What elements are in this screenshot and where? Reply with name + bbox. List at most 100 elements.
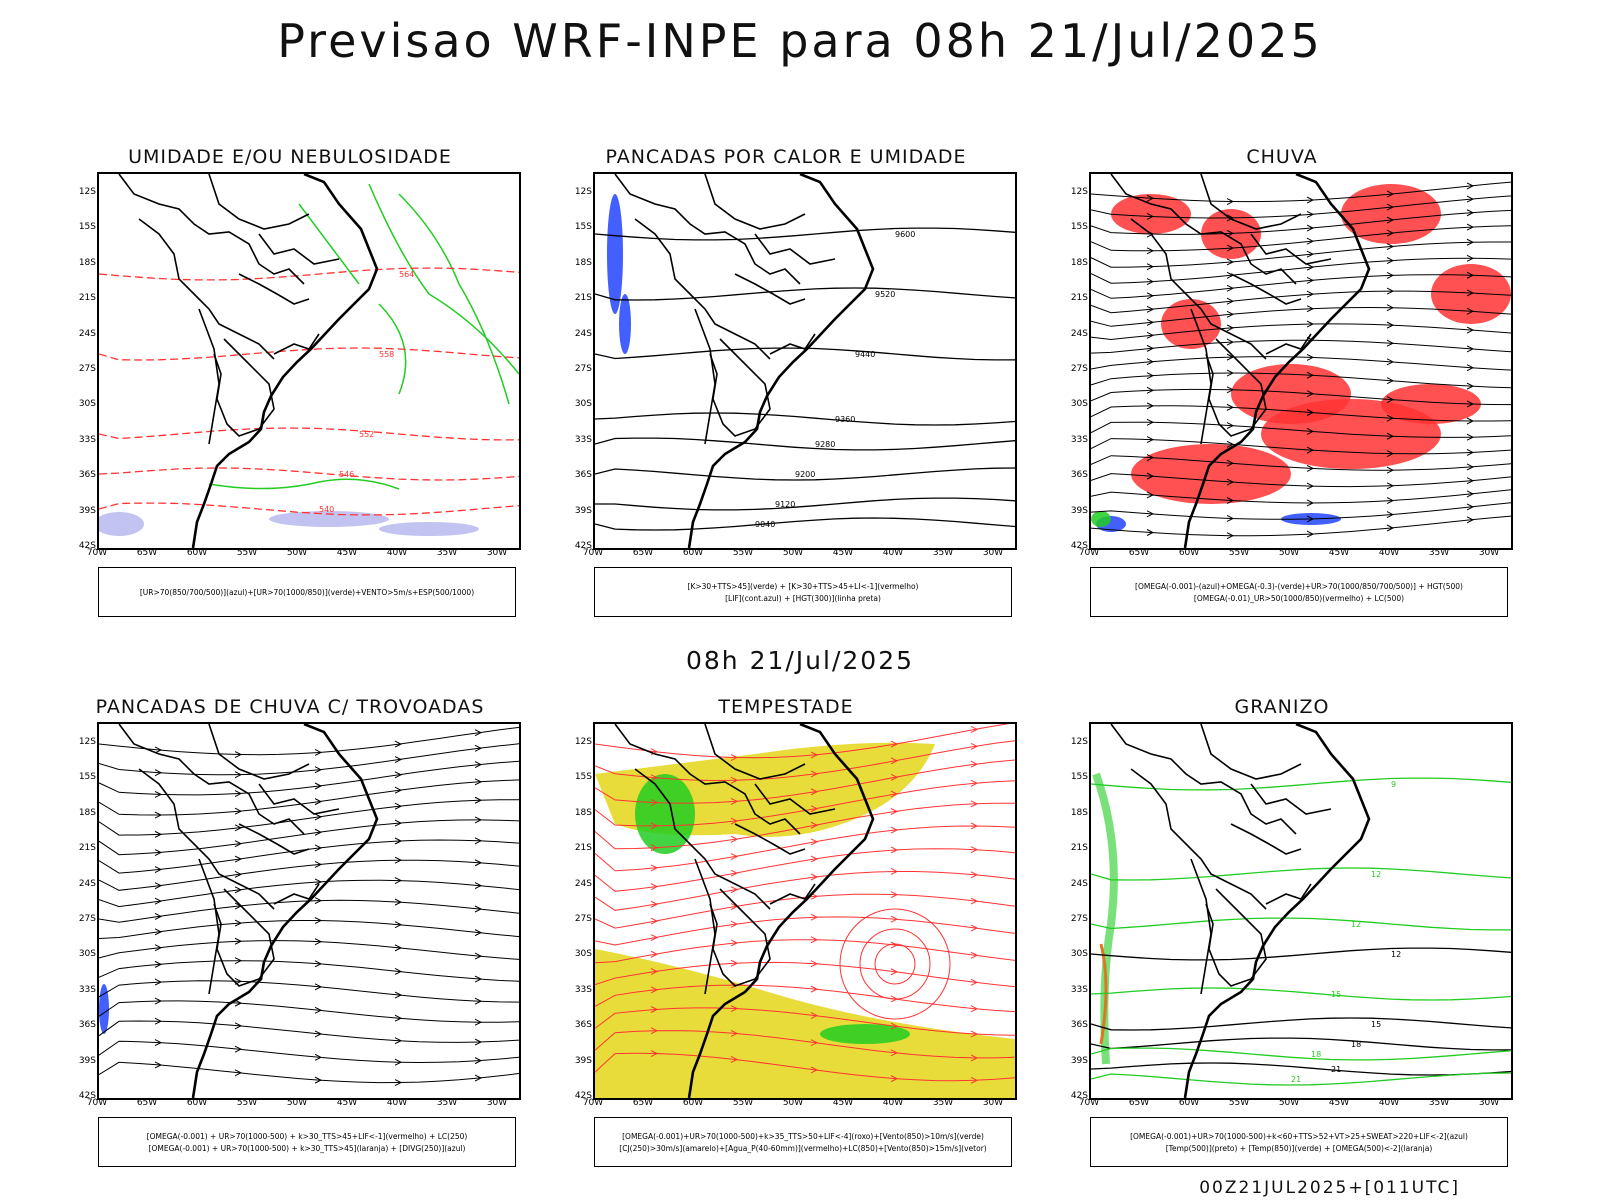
legend-line-1: [OMEGA(-0.001)+UR>70(1000-500)+k<60+TTS>… <box>1130 1131 1468 1141</box>
lat-tick-label: 18S <box>1070 807 1088 818</box>
lon-tick-label: 65W <box>136 1098 158 1108</box>
lat-tick-label: 21S <box>78 843 96 854</box>
contour-label: 564 <box>399 270 414 279</box>
lon-tick-label: 60W <box>1178 548 1200 558</box>
panel-legend: [K>30+TTS>45](verde) + [K>30+TTS>45+LI<-… <box>594 567 1012 617</box>
lon-tick-label: 45W <box>1328 548 1350 558</box>
lat-tick-label: 30S <box>78 399 96 410</box>
panel-subtitle: 08h 21/Jul/2025 <box>685 646 915 675</box>
lat-tick-label: 30S <box>1070 949 1088 960</box>
lat-tick-label: 42S <box>1070 1091 1088 1101</box>
lat-tick-label: 12S <box>78 187 96 197</box>
contour-label: 9120 <box>775 500 795 509</box>
lon-tick-label: 70W <box>1078 548 1100 558</box>
map-pancadas-calor[interactable]: 9600 9520 9440 9360 9280 9200 9120 9040 <box>593 172 1017 550</box>
lat-tick-label: 27S <box>574 914 592 924</box>
contour-label: 18 <box>1311 1050 1321 1059</box>
lon-tick-label: 40W <box>386 1098 408 1108</box>
contour-label: 546 <box>339 470 354 479</box>
map-chuva[interactable] <box>1089 172 1513 550</box>
contour-label: 9600 <box>895 230 915 239</box>
lon-tick-label: 50W <box>782 548 804 558</box>
legend-line-2: [OMEGA(-0.001) + UR>70(1000-500) + k>30_… <box>148 1143 466 1153</box>
lat-tick-label: 21S <box>574 293 592 304</box>
lon-tick-label: 55W <box>732 548 754 558</box>
lon-tick-label: 45W <box>832 1098 854 1108</box>
lon-tick-label: 40W <box>1378 548 1400 558</box>
lon-tick-label: 60W <box>186 1098 208 1108</box>
lat-tick-label: 36S <box>78 470 96 481</box>
panel-title: PANCADAS POR CALOR E UMIDADE <box>605 146 967 168</box>
lon-tick-label: 30W <box>982 1098 1004 1108</box>
legend-line-2: [CJ(250)>30m/s](amarelo)+[Agua_P(40-60mm… <box>619 1143 987 1153</box>
lon-tick-label: 30W <box>486 548 508 558</box>
contour-label: 540 <box>319 505 334 514</box>
contour-label: 552 <box>359 430 374 439</box>
lon-tick-label: 45W <box>1328 1098 1350 1108</box>
lon-tick-label: 50W <box>1278 1098 1300 1108</box>
lon-tick-label: 35W <box>436 1098 458 1108</box>
lat-tick-label: 33S <box>1070 984 1088 995</box>
lon-tick-label: 65W <box>1128 548 1150 558</box>
panel-legend: [OMEGA(-0.001)+UR>70(1000-500)+k<60+TTS>… <box>1090 1117 1508 1167</box>
lon-tick-label: 40W <box>882 1098 904 1108</box>
contour-label: 12 <box>1371 870 1381 879</box>
lat-tick-label: 15S <box>1070 222 1088 233</box>
lon-tick-label: 60W <box>186 548 208 558</box>
contour-label: 9360 <box>835 415 855 424</box>
lat-tick-label: 36S <box>574 470 592 481</box>
legend-line-1: [K>30+TTS>45](verde) + [K>30+TTS>45+LI<-… <box>687 581 919 591</box>
panel-title: TEMPESTADE <box>718 696 854 718</box>
panel-title: GRANIZO <box>1234 696 1330 718</box>
lat-tick-label: 30S <box>1070 399 1088 410</box>
lon-tick-label: 70W <box>582 548 604 558</box>
panel-legend: [OMEGA(-0.001) + UR>70(1000-500) + k>30_… <box>98 1117 516 1167</box>
map-trovoadas[interactable] <box>97 722 521 1100</box>
lat-tick-label: 15S <box>574 772 592 783</box>
lat-tick-label: 15S <box>78 222 96 233</box>
lat-tick-label: 27S <box>574 364 592 374</box>
panel-title: PANCADAS DE CHUVA C/ TROVOADAS <box>95 696 485 718</box>
lat-tick-label: 33S <box>574 434 592 445</box>
panel-tempestade: TEMPESTADE [OMEGA(-0.001)+UR>70(1000-500… <box>566 696 1046 1176</box>
contour-label: 21 <box>1331 1065 1341 1074</box>
contour-label: 9280 <box>815 440 835 449</box>
lat-tick-label: 33S <box>78 434 96 445</box>
contour-label: 15 <box>1371 1020 1381 1029</box>
lon-tick-label: 35W <box>436 548 458 558</box>
lat-tick-label: 42S <box>1070 541 1088 551</box>
panel-legend: [OMEGA(-0.001)-(azul)+OMEGA(-0.3)-(verde… <box>1090 567 1508 617</box>
contour-label: 12 <box>1391 950 1401 959</box>
lat-tick-label: 27S <box>1070 364 1088 374</box>
panel-pancadas-calor: PANCADAS POR CALOR E UMIDADE 9600 9520 944… <box>566 146 1046 626</box>
lat-tick-label: 12S <box>574 737 592 747</box>
legend-line-1: [OMEGA(-0.001) + UR>70(1000-500) + k>30_… <box>146 1131 468 1141</box>
lat-tick-label: 33S <box>78 984 96 995</box>
panel-granizo: GRANIZO 12 15 18 21 9 12 12 15 18 21 [OMEGA(-0.00… <box>1062 696 1542 1176</box>
lat-tick-label: 39S <box>1070 505 1088 516</box>
legend-line-2: [Temp(500)](preto) + [Temp(850)](verde) … <box>1165 1143 1433 1153</box>
legend-line-2: [OMEGA(-0.01)_UR>50(1000/850)(vermelho) … <box>1193 593 1405 603</box>
contour-label: 12 <box>1351 920 1361 929</box>
lat-tick-label: 39S <box>574 1055 592 1066</box>
lon-tick-label: 35W <box>932 548 954 558</box>
lat-tick-label: 27S <box>1070 914 1088 924</box>
lat-tick-label: 24S <box>1070 328 1088 339</box>
map-tempestade[interactable] <box>593 722 1017 1100</box>
lat-tick-label: 21S <box>574 843 592 854</box>
lat-tick-label: 21S <box>1070 293 1088 304</box>
lat-tick-label: 18S <box>78 807 96 818</box>
contour-label: 9040 <box>755 520 775 529</box>
lat-tick-label: 12S <box>78 737 96 747</box>
map-granizo[interactable]: 12 15 18 21 9 12 12 15 18 21 <box>1089 722 1513 1100</box>
lat-tick-label: 12S <box>574 187 592 197</box>
lat-tick-label: 24S <box>1070 878 1088 889</box>
lat-tick-label: 15S <box>78 772 96 783</box>
lat-tick-label: 39S <box>574 505 592 516</box>
lon-tick-label: 35W <box>932 1098 954 1108</box>
lat-tick-label: 39S <box>78 1055 96 1066</box>
map-umidade[interactable]: 564 558 552 546 540 <box>97 172 521 550</box>
contour-label: 558 <box>379 350 394 359</box>
lat-tick-label: 42S <box>574 1091 592 1101</box>
lat-tick-label: 36S <box>1070 470 1088 481</box>
